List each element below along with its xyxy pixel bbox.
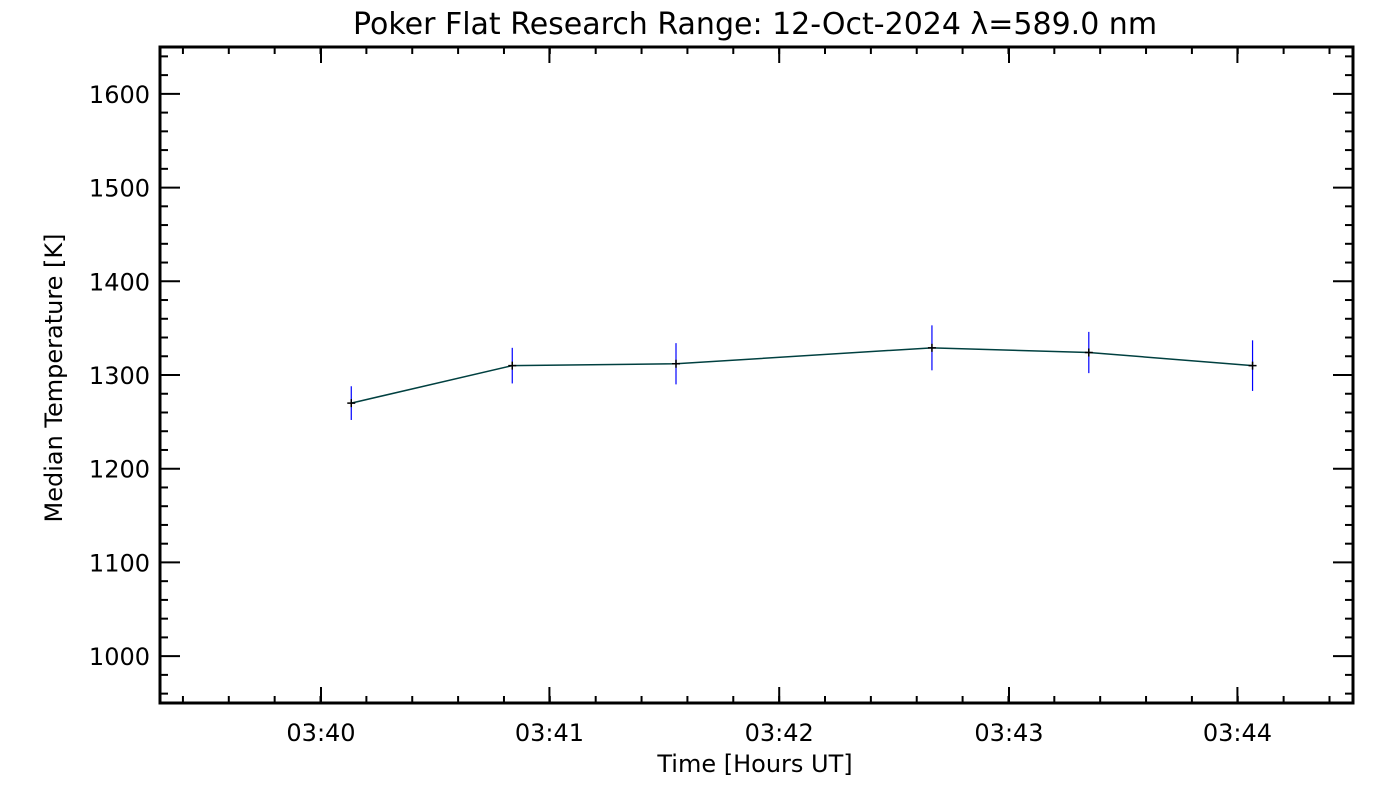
x-tick-label: 03:40 [286, 719, 355, 747]
chart-title: Poker Flat Research Range: 12-Oct-2024 λ… [353, 7, 1157, 42]
y-tick-label: 1500 [89, 175, 150, 203]
plot-frame [158, 45, 1355, 705]
x-tick-label: 03:42 [745, 719, 814, 747]
y-axis-label: Median Temperature [K] [40, 233, 68, 522]
axis-ticks [160, 47, 1353, 703]
x-axis-label: Time [Hours UT] [656, 750, 852, 778]
x-tick-label: 03:43 [974, 719, 1043, 747]
y-tick-label: 1000 [89, 643, 150, 671]
x-tick-label: 03:44 [1203, 719, 1272, 747]
data-series [347, 325, 1257, 420]
y-tick-labels: 1000 1100 1200 1300 1400 1500 1600 [89, 81, 150, 671]
x-tick-labels: 03:40 03:41 03:42 03:43 03:44 [286, 719, 1272, 747]
y-tick-label: 1400 [89, 268, 150, 296]
y-tick-label: 1300 [89, 362, 150, 390]
series-line [351, 347, 1253, 404]
y-tick-label: 1200 [89, 456, 150, 484]
y-tick-label: 1100 [89, 549, 150, 577]
y-tick-label: 1600 [89, 81, 150, 109]
x-tick-label: 03:41 [515, 719, 584, 747]
